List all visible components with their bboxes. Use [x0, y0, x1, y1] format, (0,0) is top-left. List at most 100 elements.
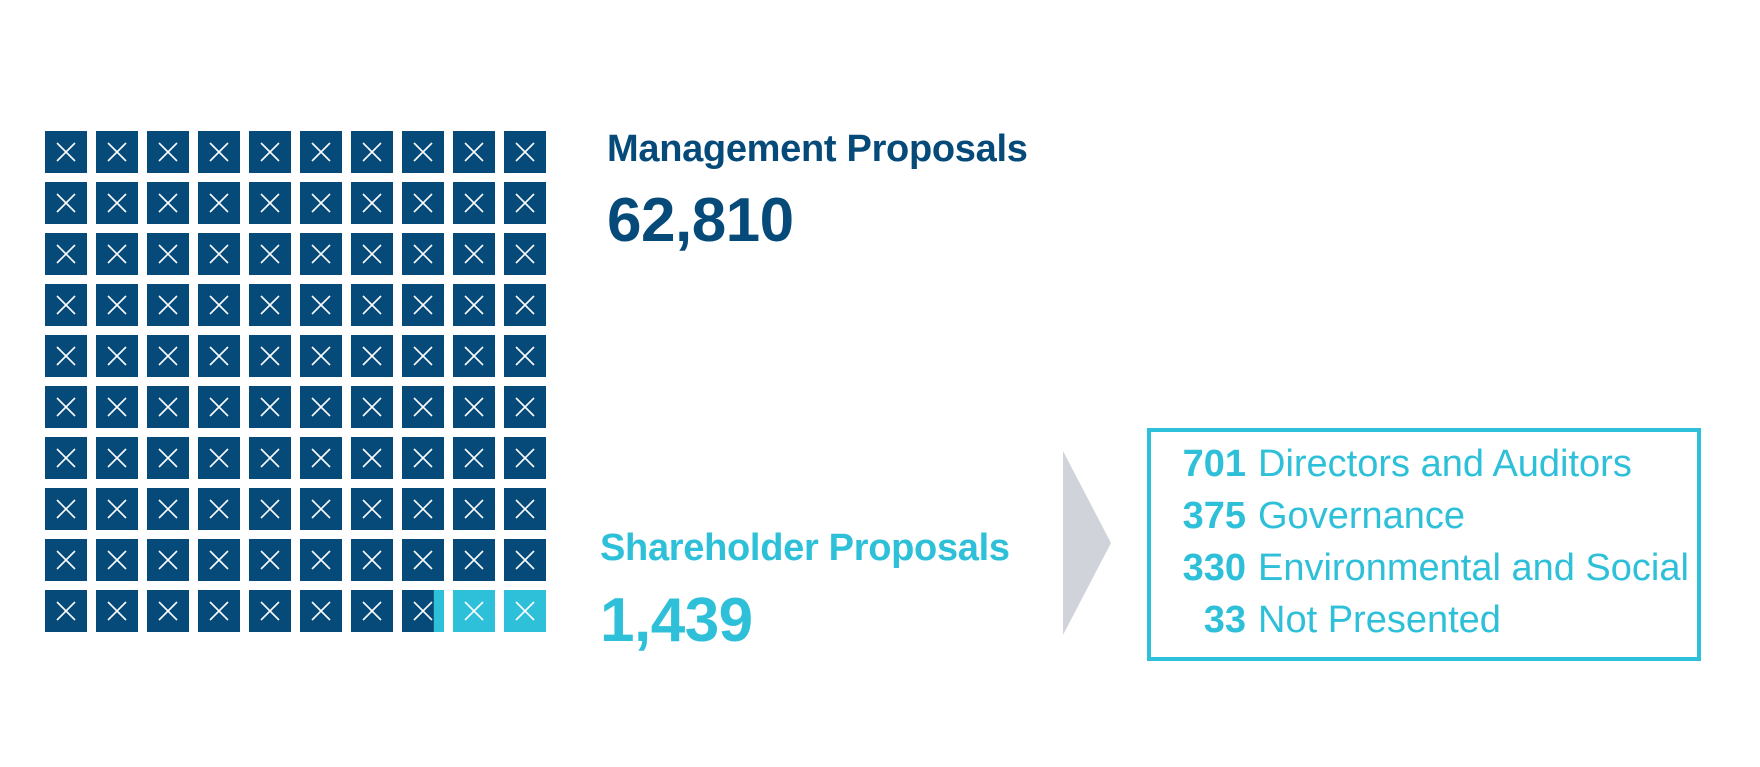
- waffle-cell: [96, 386, 138, 428]
- waffle-cell: [300, 335, 342, 377]
- waffle-cell: [351, 131, 393, 173]
- breakdown-row-environmental: 330 Environmental and Social: [1151, 542, 1697, 594]
- waffle-cell: [198, 284, 240, 326]
- waffle-cell: [147, 488, 189, 530]
- waffle-cell: [147, 437, 189, 479]
- waffle-cell: [504, 488, 546, 530]
- breakdown-row-directors: 701 Directors and Auditors: [1151, 438, 1697, 490]
- waffle-cell: [402, 386, 444, 428]
- waffle-cell: [453, 131, 495, 173]
- waffle-cell: [45, 386, 87, 428]
- breakdown-value: 330: [1182, 547, 1246, 589]
- waffle-cell: [198, 437, 240, 479]
- waffle-cell: [147, 335, 189, 377]
- waffle-cell: [351, 182, 393, 224]
- waffle-cell: [351, 386, 393, 428]
- waffle-cell: [453, 182, 495, 224]
- waffle-cell: [453, 488, 495, 530]
- waffle-cell: [96, 182, 138, 224]
- waffle-cell: [402, 539, 444, 581]
- management-proposals-title: Management Proposals: [607, 128, 1028, 170]
- waffle-cell: [249, 131, 291, 173]
- breakdown-row-not-presented: 33 Not Presented: [1151, 594, 1697, 646]
- waffle-cell: [504, 539, 546, 581]
- waffle-cell: [198, 488, 240, 530]
- waffle-cell: [402, 284, 444, 326]
- waffle-cell: [402, 182, 444, 224]
- waffle-cell: [504, 131, 546, 173]
- waffle-cell: [504, 182, 546, 224]
- waffle-cell: [351, 539, 393, 581]
- waffle-cell: [351, 335, 393, 377]
- waffle-cell: [351, 488, 393, 530]
- waffle-cell: [504, 590, 546, 632]
- waffle-cell: [45, 488, 87, 530]
- waffle-cell: [45, 131, 87, 173]
- waffle-cell: [300, 488, 342, 530]
- waffle-cell: [96, 131, 138, 173]
- waffle-cell: [45, 590, 87, 632]
- waffle-cell: [351, 437, 393, 479]
- waffle-cell: [96, 539, 138, 581]
- waffle-cell: [198, 335, 240, 377]
- breakdown-label: Not Presented: [1258, 599, 1501, 641]
- shareholder-breakdown-box: 701 Directors and Auditors 375 Governanc…: [1147, 428, 1701, 661]
- waffle-cell: [249, 488, 291, 530]
- waffle-cell: [96, 590, 138, 632]
- waffle-cell: [453, 233, 495, 275]
- waffle-cell: [96, 335, 138, 377]
- waffle-cell: [351, 284, 393, 326]
- waffle-cell: [96, 233, 138, 275]
- waffle-cell: [300, 233, 342, 275]
- waffle-cell: [249, 182, 291, 224]
- waffle-cell: [198, 539, 240, 581]
- waffle-cell: [147, 131, 189, 173]
- waffle-cell: [147, 182, 189, 224]
- waffle-cell: [453, 539, 495, 581]
- waffle-cell: [453, 590, 495, 632]
- waffle-cell: [249, 335, 291, 377]
- waffle-cell: [249, 284, 291, 326]
- waffle-cell: [351, 590, 393, 632]
- waffle-cell: [300, 437, 342, 479]
- waffle-cell: [300, 386, 342, 428]
- shareholder-proposals-value: 1,439: [600, 586, 753, 655]
- breakdown-label: Environmental and Social: [1258, 547, 1689, 589]
- waffle-cell: [96, 437, 138, 479]
- waffle-cell: [45, 437, 87, 479]
- waffle-cell: [402, 437, 444, 479]
- waffle-cell: [45, 335, 87, 377]
- waffle-cell: [300, 539, 342, 581]
- breakdown-value: 701: [1182, 443, 1246, 485]
- waffle-cell: [402, 335, 444, 377]
- waffle-cell: [453, 335, 495, 377]
- waffle-cell: [147, 284, 189, 326]
- waffle-cell: [249, 386, 291, 428]
- waffle-cell: [300, 182, 342, 224]
- shareholder-proposals-title: Shareholder Proposals: [600, 527, 1010, 569]
- management-proposals-value: 62,810: [607, 186, 794, 255]
- waffle-cell: [402, 590, 444, 632]
- waffle-cell: [198, 233, 240, 275]
- waffle-cell: [198, 182, 240, 224]
- waffle-chart: [45, 131, 546, 632]
- waffle-cell: [504, 335, 546, 377]
- waffle-cell: [249, 539, 291, 581]
- waffle-cell: [45, 539, 87, 581]
- waffle-cell: [96, 488, 138, 530]
- waffle-cell: [249, 590, 291, 632]
- breakdown-value: 375: [1182, 495, 1246, 537]
- waffle-cell: [402, 233, 444, 275]
- waffle-cell: [45, 182, 87, 224]
- waffle-cell: [249, 233, 291, 275]
- waffle-cell: [453, 284, 495, 326]
- waffle-cell: [453, 386, 495, 428]
- waffle-cell: [45, 233, 87, 275]
- waffle-cell: [300, 284, 342, 326]
- waffle-cell: [351, 233, 393, 275]
- waffle-cell: [504, 233, 546, 275]
- waffle-cell: [198, 386, 240, 428]
- waffle-cell: [96, 284, 138, 326]
- waffle-cell: [249, 437, 291, 479]
- waffle-cell: [504, 437, 546, 479]
